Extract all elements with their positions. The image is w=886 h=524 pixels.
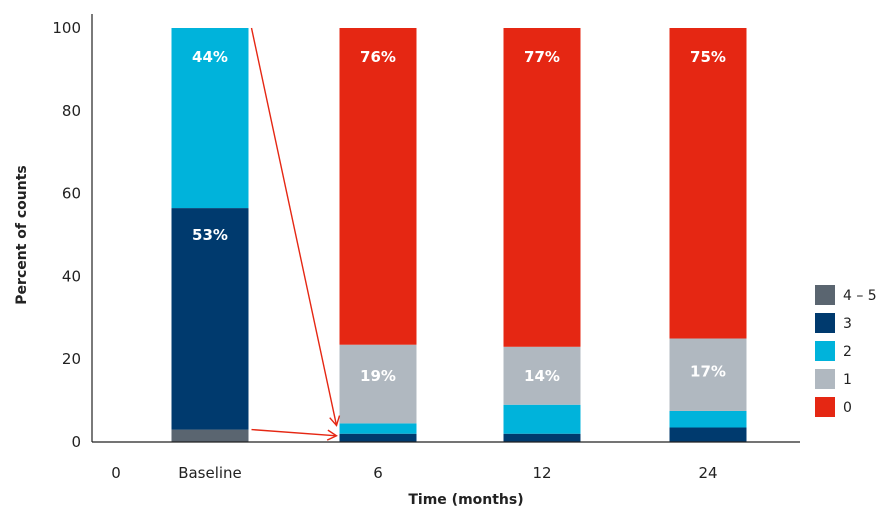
- data-label-6-3: 19%: [360, 367, 396, 385]
- annotation-arrows: [250, 27, 341, 441]
- data-label-24-7: 17%: [690, 363, 726, 381]
- y-tick-label-0: 0: [71, 433, 81, 451]
- y-axis-title: Percent of counts: [14, 165, 30, 304]
- bar-segment-12-level-0: [503, 28, 581, 347]
- legend-label-1: 1: [843, 372, 852, 388]
- y-tick-label-80: 80: [62, 102, 81, 120]
- data-label-baseline-0: 44%: [192, 48, 228, 66]
- annotation-arrow-2: [251, 428, 338, 441]
- legend-swatch-0: [815, 397, 835, 417]
- bar-segment-24-level-3: [669, 427, 747, 442]
- bar-segment-12-level-1: [503, 346, 581, 405]
- bar-segment-6-level-3: [339, 433, 417, 442]
- bar-segment-6-level-0: [339, 28, 417, 345]
- x-tick-label-baseline: Baseline: [178, 464, 242, 482]
- legend-swatch-1: [815, 369, 835, 389]
- bar-segment-6-level-2: [339, 423, 417, 434]
- data-label-12-5: 14%: [524, 367, 560, 385]
- bar-segment-24-level-2: [669, 410, 747, 428]
- axes-group: [91, 14, 800, 443]
- bar-segment-24-level-0: [669, 28, 747, 339]
- y-tick-label-100: 100: [52, 19, 81, 37]
- data-label-6-2: 76%: [360, 48, 396, 66]
- bars-group: [171, 28, 747, 442]
- bar-segment-6-level-1: [339, 344, 417, 424]
- bar-segment-baseline-level-3: [171, 208, 249, 430]
- legend-label-3: 3: [843, 316, 852, 332]
- y-tick-label-20: 20: [62, 350, 81, 368]
- y-tick-labels: 0 20 40 60 80 100: [52, 19, 81, 451]
- bar-segment-baseline-level-4-5: [171, 429, 249, 442]
- bar-segment-24-level-1: [669, 338, 747, 411]
- bar-segment-12-level-3: [503, 433, 581, 442]
- x-tick-labels: 0 Baseline 6 12 24: [111, 464, 717, 482]
- legend-label-4-5: 4 – 5: [843, 288, 877, 304]
- x-tick-label-12: 12: [532, 464, 551, 482]
- x-tick-label-24: 24: [698, 464, 717, 482]
- data-label-12-4: 77%: [524, 48, 560, 66]
- y-tick-label-40: 40: [62, 267, 81, 285]
- x-axis-title: Time (months): [408, 492, 523, 508]
- legend-label-0: 0: [843, 400, 852, 416]
- x-tick-label-6: 6: [373, 464, 383, 482]
- legend-swatch-3: [815, 313, 835, 333]
- data-labels: 44% 53% 76% 19% 77% 14% 75% 17%: [192, 48, 726, 385]
- legend: 4 – 5 3 2 1 0: [815, 285, 877, 417]
- bar-segment-12-level-2: [503, 404, 581, 434]
- bar-segment-baseline-level-2: [171, 28, 249, 209]
- y-tick-label-60: 60: [62, 185, 81, 203]
- x-origin-tick-label: 0: [111, 464, 121, 482]
- legend-swatch-2: [815, 341, 835, 361]
- data-label-24-6: 75%: [690, 48, 726, 66]
- data-label-baseline-1: 53%: [192, 226, 228, 244]
- legend-label-2: 2: [843, 344, 852, 360]
- annotation-arrow-1: [250, 27, 341, 427]
- legend-swatch-4-5: [815, 285, 835, 305]
